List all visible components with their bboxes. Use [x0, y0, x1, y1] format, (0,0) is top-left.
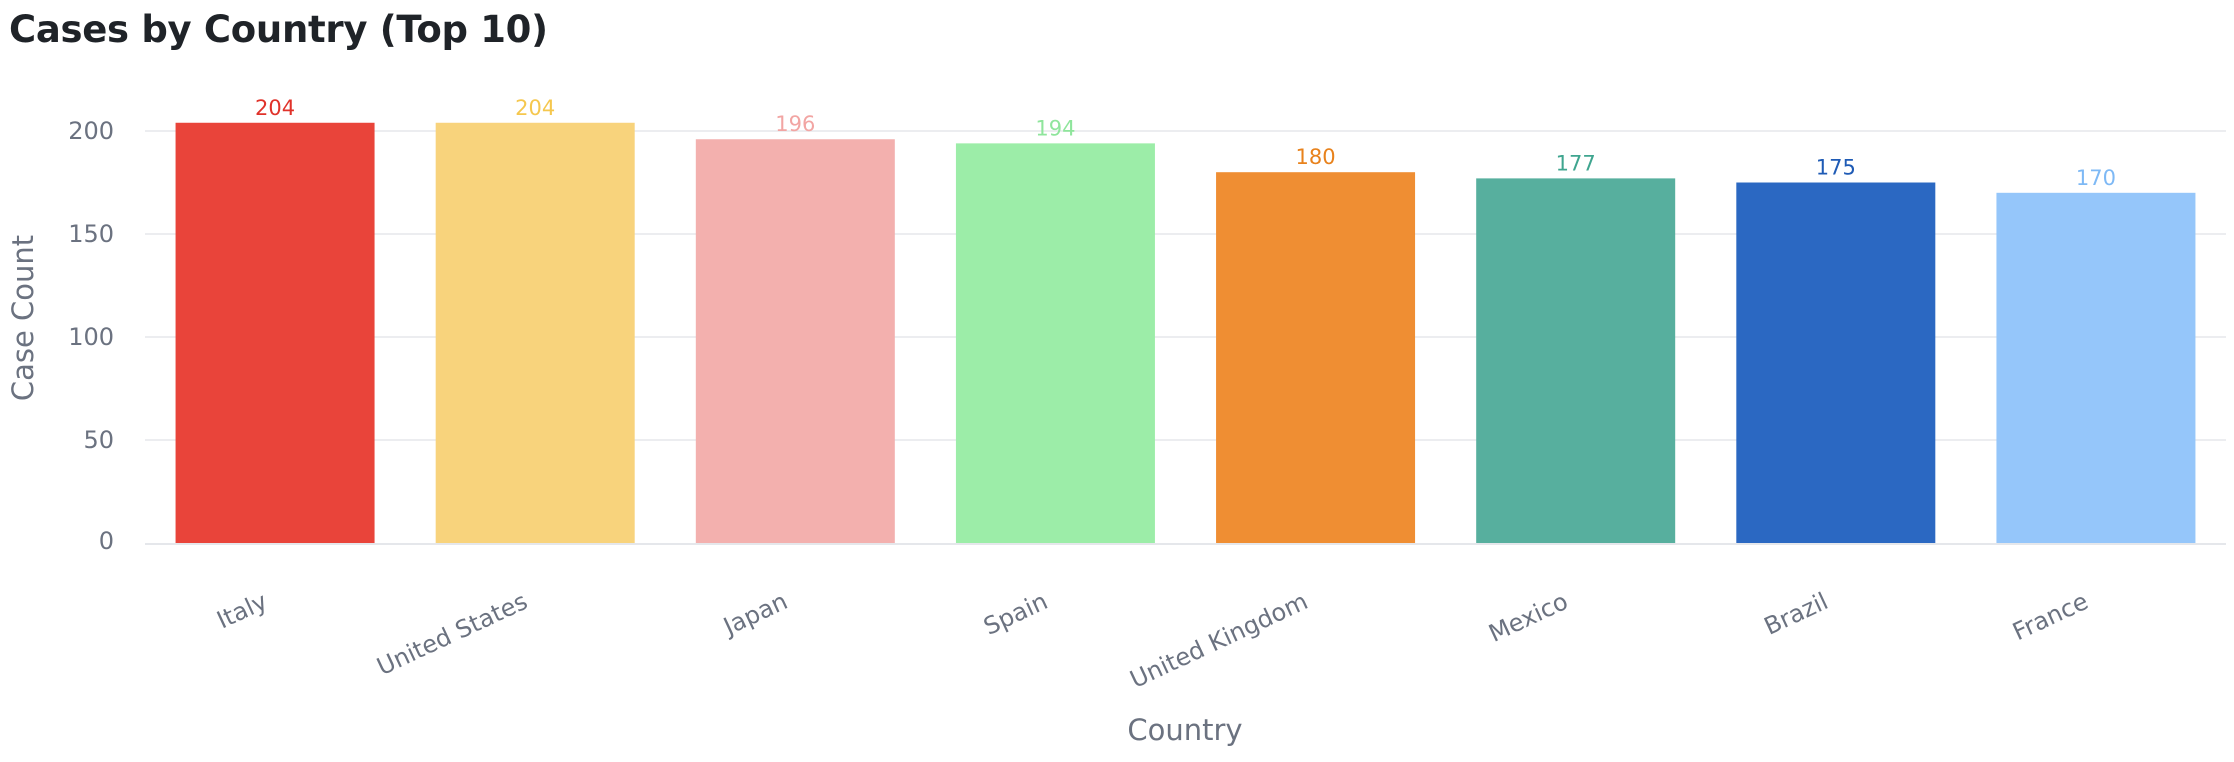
data-label: 177	[1556, 151, 1596, 175]
x-tick-label: Italy	[213, 587, 272, 634]
x-tick-label: Mexico	[1484, 587, 1572, 648]
data-label: 204	[255, 96, 295, 120]
bar[interactable]	[1476, 178, 1676, 543]
x-tick-label: Japan	[718, 587, 792, 642]
x-axis-ticks: Italy United States Japan Spain United Kingd…	[213, 587, 2093, 694]
y-axis-ticks: 0 50 100 150 200	[68, 117, 114, 555]
bars	[175, 122, 2196, 544]
bar[interactable]	[1996, 192, 2196, 544]
bar[interactable]	[175, 122, 375, 543]
data-label: 180	[1296, 145, 1336, 169]
bar[interactable]	[435, 122, 635, 543]
chart-title: Cases by Country (Top 10)	[9, 8, 548, 51]
bar[interactable]	[1216, 172, 1416, 543]
y-tick-label: 150	[68, 220, 114, 248]
y-tick-label: 0	[99, 527, 114, 555]
data-label: 170	[2076, 166, 2116, 190]
bar[interactable]	[955, 143, 1155, 544]
data-label: 196	[775, 112, 815, 136]
data-label: 175	[1816, 156, 1856, 180]
y-axis-title: Case Count	[6, 235, 40, 401]
x-tick-label: Spain	[979, 587, 1052, 641]
x-tick-label: France	[2008, 587, 2092, 646]
x-axis-title: Country	[1127, 713, 1242, 747]
bar[interactable]	[695, 139, 895, 544]
data-label: 204	[515, 96, 555, 120]
x-tick-label: United Kingdom	[1126, 587, 1312, 694]
x-tick-label: United States	[373, 587, 532, 681]
bar[interactable]	[1736, 182, 1936, 544]
data-label: 194	[1035, 116, 1075, 140]
y-tick-label: 50	[83, 426, 114, 454]
y-tick-label: 100	[68, 323, 114, 351]
data-labels: 204 204 196 194 180 177 175 170	[255, 96, 2116, 190]
x-tick-label: Brazil	[1760, 587, 1833, 641]
y-tick-label: 200	[68, 117, 114, 145]
